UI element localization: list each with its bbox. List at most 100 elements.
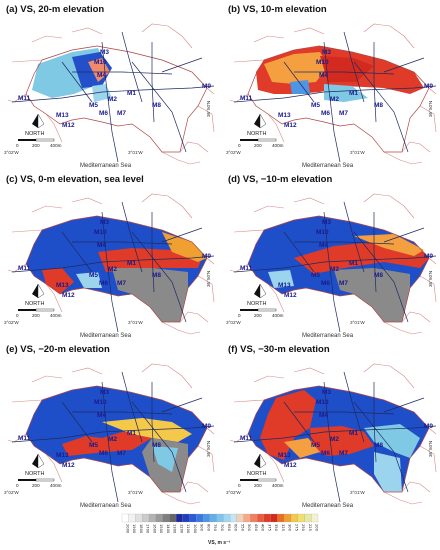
- legend-tick: 500: [247, 524, 251, 532]
- lat-label-right: 36°50′N: [206, 441, 211, 457]
- survey-lines: [11, 31, 215, 163]
- north-arrow-icon: [32, 453, 45, 469]
- station-label-m9: M9: [202, 423, 211, 430]
- station-label-m10: M10: [94, 399, 107, 406]
- scale-bar: 0 200 400m: [238, 138, 284, 148]
- scale-label-0: 0: [238, 483, 241, 488]
- legend-swatch: [162, 513, 170, 523]
- station-label-m4: M4: [319, 412, 328, 419]
- station-label-m7: M7: [117, 450, 126, 457]
- station-label-m9: M9: [202, 83, 211, 90]
- scale-label-400: 400m: [50, 313, 62, 318]
- scale-bar: 0 200 400m: [16, 308, 62, 318]
- study-area-border: [25, 215, 208, 323]
- north-label: NORTH: [25, 301, 44, 307]
- lon-label-right: 3°01′W: [128, 150, 143, 155]
- velocity-fill: [32, 48, 112, 102]
- station-label-m7: M7: [117, 280, 126, 287]
- legend-tick: 1600: [152, 524, 156, 534]
- north-label: NORTH: [25, 471, 44, 477]
- legend-swatch: [189, 513, 197, 523]
- station-label-m6: M6: [321, 280, 330, 287]
- north-arrow-icon: [32, 283, 45, 299]
- legend-swatch: [209, 513, 217, 523]
- study-area-border: [25, 45, 208, 153]
- station-label-m10: M10: [94, 59, 107, 66]
- legend-tick: 1100: [186, 524, 190, 534]
- station-label-m12: M12: [62, 122, 75, 129]
- station-label-m5: M5: [89, 102, 98, 109]
- legend-swatch: [284, 513, 292, 523]
- map-panel-e: M1 M2 M3 M4 M5 M6 M7 M8 M9 M10 M11 M12 M13 NORTH 0 200 4…: [2, 342, 216, 512]
- north-label: NORTH: [247, 301, 266, 307]
- station-label-m9: M9: [424, 423, 433, 430]
- legend-swatch: [290, 513, 298, 523]
- legend-swatch: [263, 513, 271, 523]
- station-label-m2: M2: [330, 436, 339, 443]
- legend-tick: 350: [274, 524, 278, 532]
- station-label-m6: M6: [321, 450, 330, 457]
- station-label-m4: M4: [319, 72, 328, 79]
- legend-color-bar: [121, 513, 319, 523]
- legend-swatch: [142, 513, 150, 523]
- scale-label-200: 200: [254, 143, 262, 148]
- legend-tick: 250: [301, 524, 305, 532]
- legend-tick: 1400: [166, 524, 170, 534]
- legend-tick: 300: [288, 524, 292, 532]
- legend-tick: 1300: [173, 524, 177, 534]
- station-label-m12: M12: [284, 122, 297, 129]
- lat-label-right: 36°50′N: [206, 271, 211, 287]
- map-panel-d: M1 M2 M3 M4 M5 M6 M7 M8 M9 M10 M11 M12 M13 NORTH 0 200 4…: [224, 172, 438, 342]
- north-arrow-icon: [254, 283, 267, 299]
- survey-lines: [233, 31, 437, 163]
- legend-swatch: [148, 513, 156, 523]
- lat-label-right: 36°50′N: [428, 101, 433, 117]
- station-label-m10: M10: [316, 59, 329, 66]
- legend-tick: 650: [227, 524, 231, 532]
- survey-lines: [233, 201, 437, 333]
- station-label-m2: M2: [108, 96, 117, 103]
- north-arrow-icon: [254, 453, 267, 469]
- legend-tick: 900: [200, 524, 204, 532]
- sea-label: Mediterranean Sea: [80, 163, 132, 169]
- station-label-m2: M2: [330, 266, 339, 273]
- station-label-m10: M10: [94, 229, 107, 236]
- station-label-m9: M9: [424, 83, 433, 90]
- station-label-m5: M5: [89, 442, 98, 449]
- scale-label-400: 400m: [272, 143, 284, 148]
- scale-bar: 0 200 400m: [16, 138, 62, 148]
- station-label-m8: M8: [152, 272, 161, 279]
- north-arrow-icon: [32, 113, 45, 129]
- scale-label-400: 400m: [50, 483, 62, 488]
- survey-lines: [11, 201, 215, 333]
- station-label-m1: M1: [127, 90, 136, 97]
- station-label-m6: M6: [321, 110, 330, 117]
- legend-tick: 2000: [125, 524, 129, 534]
- station-label-m4: M4: [97, 412, 106, 419]
- station-label-m3: M3: [100, 219, 109, 226]
- lat-label-right: 36°50′N: [428, 441, 433, 457]
- station-label-m13: M13: [56, 112, 69, 119]
- sea-label: Mediterranean Sea: [302, 503, 354, 509]
- station-label-m2: M2: [108, 436, 117, 443]
- station-label-m4: M4: [319, 242, 328, 249]
- station-label-m13: M13: [278, 112, 291, 119]
- station-label-m12: M12: [62, 462, 75, 469]
- legend-tick: 1700: [146, 524, 150, 534]
- legend-tick: 1500: [159, 524, 163, 534]
- station-label-m1: M1: [349, 430, 358, 437]
- legend-swatch: [250, 513, 258, 523]
- legend-swatch: [257, 513, 265, 523]
- legend-swatch: [270, 513, 278, 523]
- station-label-m1: M1: [127, 430, 136, 437]
- station-label-m6: M6: [99, 280, 108, 287]
- station-label-m5: M5: [311, 272, 320, 279]
- lon-label-right: 3°01′W: [128, 490, 143, 495]
- map-panel-a: M1 M2 M3 M4 M5 M6 M7 M8 M9 M10 M11 M12 M13 NORTH 0 200 4…: [2, 2, 216, 172]
- lon-label-left: 3°02′W: [4, 490, 19, 495]
